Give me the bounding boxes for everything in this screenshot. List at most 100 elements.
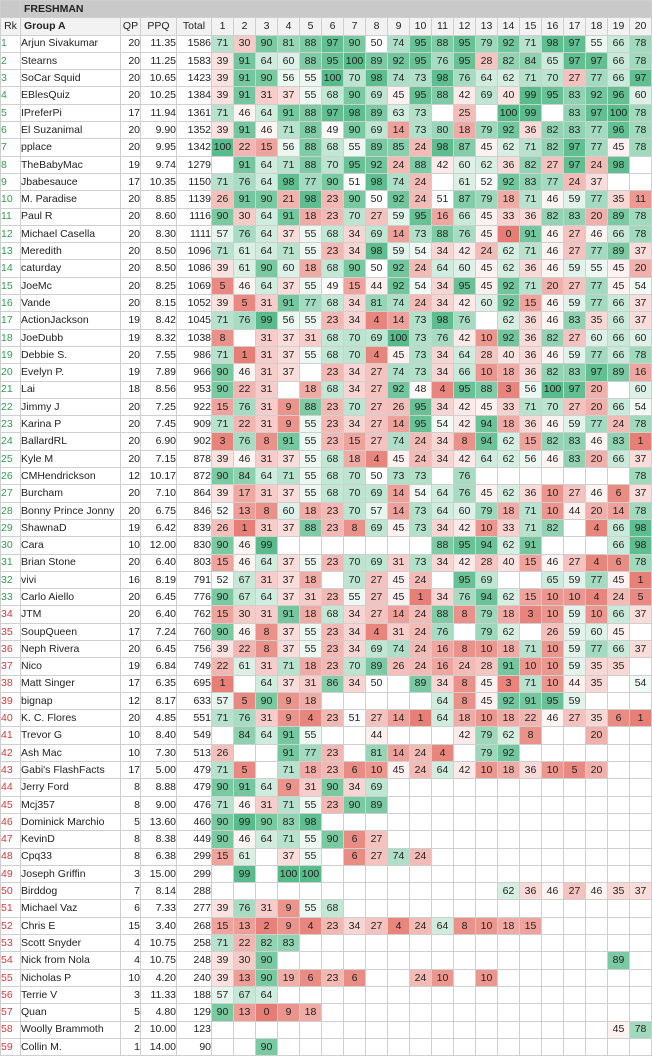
question-score (585, 968, 608, 987)
ppq-cell: 7.45 (140, 415, 177, 434)
section-banner: FRESHMAN (0, 0, 652, 19)
question-score: 27 (563, 328, 586, 347)
question-score: 31 (255, 328, 278, 347)
question-score: 9 (277, 1003, 300, 1022)
qp-cell: 10 (120, 536, 141, 555)
question-score: 76 (453, 588, 476, 607)
player-name: Collin M. (20, 1037, 121, 1056)
ppq-cell: 10.00 (140, 1020, 177, 1039)
question-score: 60 (628, 86, 652, 105)
question-score: 60 (475, 294, 498, 313)
question-score: 97 (585, 103, 608, 123)
player-name: Michael Vaz (20, 899, 121, 918)
question-score (475, 778, 498, 797)
question-score: 82 (255, 934, 278, 953)
rank-cell: 46 (0, 812, 21, 832)
question-score: 36 (519, 363, 542, 382)
question-score: 60 (277, 501, 300, 520)
question-score (409, 778, 432, 797)
question-score: 35 (585, 674, 608, 693)
question-score (211, 726, 234, 745)
table-row: 38 Matt Singer 17 6.35 695 1 64 37 31 86 34 50 89 34 8… (0, 674, 652, 693)
total-cell: 123 (176, 1020, 212, 1039)
rank-cell: 56 (0, 985, 21, 1005)
question-score (563, 743, 586, 763)
player-name: Chris E (20, 916, 121, 936)
question-score: 89 (607, 207, 630, 226)
question-score: 31 (255, 86, 278, 105)
question-score: 57 (211, 691, 234, 711)
question-score: 99 (233, 864, 256, 884)
question-score (387, 1020, 410, 1039)
total-cell: 872 (176, 467, 212, 486)
rank-cell: 59 (0, 1037, 21, 1056)
question-score: 92 (585, 86, 608, 105)
question-score: 71 (519, 138, 542, 157)
question-score: 23 (321, 190, 344, 209)
ppq-cell: 8.50 (140, 259, 177, 278)
question-score: 46 (541, 415, 564, 434)
table-row: 37 Nico 19 6.84 749 22 61 31 71 18 23 70 89 26 24 16 24 2… (0, 657, 652, 676)
question-score: 89 (365, 657, 388, 676)
player-name: Jerry Ford (20, 778, 121, 797)
question-score: 10 (541, 657, 564, 676)
question-score: 14 (387, 743, 410, 763)
question-score: 88 (299, 138, 322, 157)
question-score: 45 (475, 224, 498, 244)
question-score: 8 (255, 622, 278, 641)
question-score (585, 830, 608, 849)
question-score: 27 (563, 484, 586, 503)
question-score: 24 (607, 415, 630, 434)
rank-cell: 29 (0, 518, 21, 538)
question-score: 90 (255, 968, 278, 987)
question-score: 76 (453, 467, 476, 486)
question-score (365, 812, 388, 832)
question-score: 16 (431, 639, 454, 659)
question-score: 24 (607, 588, 630, 607)
ppq-cell: 8.85 (140, 190, 177, 209)
question-score (453, 934, 476, 953)
question-score: 83 (563, 121, 586, 140)
question-score (431, 1020, 454, 1039)
question-score: 46 (585, 432, 608, 451)
table-row: 14 caturday 20 8.50 1086 39 61 90 60 18 68 90 50 92 24… (0, 259, 652, 278)
total-cell: 1069 (176, 276, 212, 296)
question-score: 46 (541, 242, 564, 261)
question-score (431, 847, 454, 866)
question-score: 99 (519, 86, 542, 105)
question-score: 66 (607, 69, 630, 88)
question-score: 90 (211, 622, 234, 641)
question-score (387, 830, 410, 849)
question-score (475, 1037, 498, 1056)
question-score: 24 (409, 639, 432, 659)
question-score: 55 (299, 795, 322, 814)
question-score (299, 1020, 322, 1039)
question-score: 26 (541, 622, 564, 641)
question-score: 100 (321, 69, 344, 88)
question-score: 31 (299, 674, 322, 693)
question-score (387, 778, 410, 797)
question-score: 6 (343, 968, 366, 987)
qp-cell: 19 (120, 518, 141, 538)
question-score: 15 (211, 553, 234, 572)
question-score (365, 882, 388, 901)
question-score: 45 (475, 674, 498, 693)
question-score (519, 864, 542, 884)
question-score: 36 (519, 484, 542, 503)
question-score (541, 864, 564, 884)
question-score (585, 691, 608, 711)
question-score: 4 (585, 588, 608, 607)
player-name: CMHendrickson (20, 467, 121, 486)
rank-cell: 9 (0, 172, 21, 192)
question-score: 8 (453, 691, 476, 711)
question-score: 15 (519, 432, 542, 451)
question-score (453, 1020, 476, 1039)
rank-cell: 18 (0, 328, 21, 347)
player-name: Terrie V (20, 985, 121, 1005)
question-score: 10 (475, 761, 498, 780)
question-score: 46 (541, 345, 564, 365)
player-name: vivi (20, 570, 121, 590)
question-score (431, 570, 454, 590)
table-row: 48 Cpq33 8 6.38 299 15 61 37 55 6 27 74 24 (0, 847, 652, 866)
total-cell: 299 (176, 864, 212, 884)
